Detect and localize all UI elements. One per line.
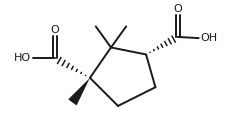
Text: O: O	[173, 4, 182, 14]
Text: OH: OH	[201, 33, 218, 43]
Polygon shape	[68, 78, 90, 105]
Text: O: O	[51, 25, 59, 35]
Text: HO: HO	[14, 53, 31, 63]
